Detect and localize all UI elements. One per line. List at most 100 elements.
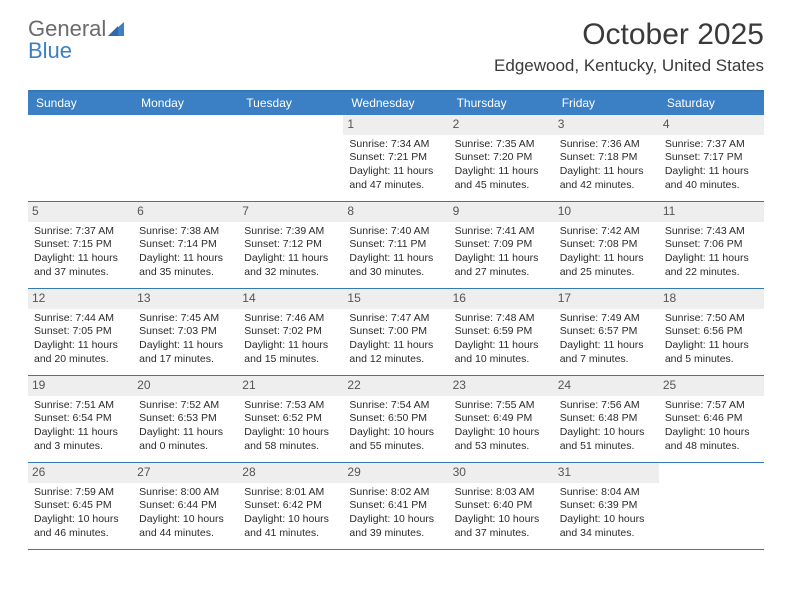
day-header: Tuesday bbox=[238, 92, 343, 115]
day-number: 14 bbox=[238, 289, 343, 309]
sunset-text: Sunset: 7:17 PM bbox=[665, 151, 758, 165]
daylight-text: Daylight: 11 hours and 22 minutes. bbox=[665, 252, 758, 279]
sunset-text: Sunset: 6:45 PM bbox=[34, 499, 127, 513]
day-number: 5 bbox=[28, 202, 133, 222]
sunrise-text: Sunrise: 7:42 AM bbox=[560, 225, 653, 239]
sunset-text: Sunset: 6:53 PM bbox=[139, 412, 232, 426]
sunset-text: Sunset: 6:54 PM bbox=[34, 412, 127, 426]
sunrise-text: Sunrise: 7:40 AM bbox=[349, 225, 442, 239]
day-number bbox=[133, 115, 238, 135]
daylight-text: Daylight: 11 hours and 25 minutes. bbox=[560, 252, 653, 279]
day-cell: 14Sunrise: 7:46 AMSunset: 7:02 PMDayligh… bbox=[238, 289, 343, 375]
daylight-text: Daylight: 11 hours and 12 minutes. bbox=[349, 339, 442, 366]
day-cell: 7Sunrise: 7:39 AMSunset: 7:12 PMDaylight… bbox=[238, 202, 343, 288]
day-number: 28 bbox=[238, 463, 343, 483]
daylight-text: Daylight: 11 hours and 5 minutes. bbox=[665, 339, 758, 366]
daylight-text: Daylight: 11 hours and 40 minutes. bbox=[665, 165, 758, 192]
daylight-text: Daylight: 10 hours and 34 minutes. bbox=[560, 513, 653, 540]
calendar: SundayMondayTuesdayWednesdayThursdayFrid… bbox=[28, 90, 764, 550]
sunrise-text: Sunrise: 7:54 AM bbox=[349, 399, 442, 413]
daylight-text: Daylight: 11 hours and 47 minutes. bbox=[349, 165, 442, 192]
sunset-text: Sunset: 6:49 PM bbox=[455, 412, 548, 426]
location: Edgewood, Kentucky, United States bbox=[494, 56, 764, 76]
daylight-text: Daylight: 11 hours and 3 minutes. bbox=[34, 426, 127, 453]
logo-sail-icon bbox=[108, 18, 128, 40]
day-cell: 10Sunrise: 7:42 AMSunset: 7:08 PMDayligh… bbox=[554, 202, 659, 288]
sunset-text: Sunset: 7:15 PM bbox=[34, 238, 127, 252]
day-number: 27 bbox=[133, 463, 238, 483]
daylight-text: Daylight: 11 hours and 27 minutes. bbox=[455, 252, 548, 279]
day-cell: 13Sunrise: 7:45 AMSunset: 7:03 PMDayligh… bbox=[133, 289, 238, 375]
logo-text-blue: Blue bbox=[28, 38, 72, 63]
day-number: 21 bbox=[238, 376, 343, 396]
sunrise-text: Sunrise: 7:56 AM bbox=[560, 399, 653, 413]
day-header: Thursday bbox=[449, 92, 554, 115]
daylight-text: Daylight: 10 hours and 41 minutes. bbox=[244, 513, 337, 540]
day-number: 6 bbox=[133, 202, 238, 222]
day-cell: 6Sunrise: 7:38 AMSunset: 7:14 PMDaylight… bbox=[133, 202, 238, 288]
day-number: 23 bbox=[449, 376, 554, 396]
daylight-text: Daylight: 10 hours and 39 minutes. bbox=[349, 513, 442, 540]
sunrise-text: Sunrise: 7:36 AM bbox=[560, 138, 653, 152]
sunset-text: Sunset: 6:46 PM bbox=[665, 412, 758, 426]
sunrise-text: Sunrise: 7:46 AM bbox=[244, 312, 337, 326]
sunset-text: Sunset: 6:44 PM bbox=[139, 499, 232, 513]
daylight-text: Daylight: 11 hours and 32 minutes. bbox=[244, 252, 337, 279]
sunset-text: Sunset: 7:03 PM bbox=[139, 325, 232, 339]
title-block: October 2025 Edgewood, Kentucky, United … bbox=[494, 18, 764, 76]
day-cell bbox=[238, 115, 343, 201]
sunrise-text: Sunrise: 7:52 AM bbox=[139, 399, 232, 413]
daylight-text: Daylight: 11 hours and 30 minutes. bbox=[349, 252, 442, 279]
day-cell: 21Sunrise: 7:53 AMSunset: 6:52 PMDayligh… bbox=[238, 376, 343, 462]
sunrise-text: Sunrise: 7:47 AM bbox=[349, 312, 442, 326]
day-cell: 4Sunrise: 7:37 AMSunset: 7:17 PMDaylight… bbox=[659, 115, 764, 201]
daylight-text: Daylight: 10 hours and 55 minutes. bbox=[349, 426, 442, 453]
sunset-text: Sunset: 7:14 PM bbox=[139, 238, 232, 252]
sunrise-text: Sunrise: 7:41 AM bbox=[455, 225, 548, 239]
day-cell: 26Sunrise: 7:59 AMSunset: 6:45 PMDayligh… bbox=[28, 463, 133, 549]
sunrise-text: Sunrise: 8:04 AM bbox=[560, 486, 653, 500]
sunrise-text: Sunrise: 7:43 AM bbox=[665, 225, 758, 239]
daylight-text: Daylight: 10 hours and 58 minutes. bbox=[244, 426, 337, 453]
day-cell: 11Sunrise: 7:43 AMSunset: 7:06 PMDayligh… bbox=[659, 202, 764, 288]
day-cell: 5Sunrise: 7:37 AMSunset: 7:15 PMDaylight… bbox=[28, 202, 133, 288]
day-number: 24 bbox=[554, 376, 659, 396]
sunrise-text: Sunrise: 7:50 AM bbox=[665, 312, 758, 326]
sunrise-text: Sunrise: 7:59 AM bbox=[34, 486, 127, 500]
daylight-text: Daylight: 10 hours and 48 minutes. bbox=[665, 426, 758, 453]
daylight-text: Daylight: 11 hours and 35 minutes. bbox=[139, 252, 232, 279]
day-cell bbox=[659, 463, 764, 549]
sunrise-text: Sunrise: 7:51 AM bbox=[34, 399, 127, 413]
day-number: 25 bbox=[659, 376, 764, 396]
day-cell: 30Sunrise: 8:03 AMSunset: 6:40 PMDayligh… bbox=[449, 463, 554, 549]
daylight-text: Daylight: 11 hours and 37 minutes. bbox=[34, 252, 127, 279]
weeks-container: 1Sunrise: 7:34 AMSunset: 7:21 PMDaylight… bbox=[28, 115, 764, 550]
day-cell: 28Sunrise: 8:01 AMSunset: 6:42 PMDayligh… bbox=[238, 463, 343, 549]
day-number: 31 bbox=[554, 463, 659, 483]
sunrise-text: Sunrise: 7:53 AM bbox=[244, 399, 337, 413]
day-cell: 17Sunrise: 7:49 AMSunset: 6:57 PMDayligh… bbox=[554, 289, 659, 375]
daylight-text: Daylight: 11 hours and 0 minutes. bbox=[139, 426, 232, 453]
day-header: Saturday bbox=[659, 92, 764, 115]
day-number: 18 bbox=[659, 289, 764, 309]
day-header: Monday bbox=[133, 92, 238, 115]
week-row: 1Sunrise: 7:34 AMSunset: 7:21 PMDaylight… bbox=[28, 115, 764, 202]
day-number bbox=[238, 115, 343, 135]
sunset-text: Sunset: 6:57 PM bbox=[560, 325, 653, 339]
week-row: 26Sunrise: 7:59 AMSunset: 6:45 PMDayligh… bbox=[28, 463, 764, 550]
daylight-text: Daylight: 10 hours and 51 minutes. bbox=[560, 426, 653, 453]
day-number: 30 bbox=[449, 463, 554, 483]
sunset-text: Sunset: 6:40 PM bbox=[455, 499, 548, 513]
sunrise-text: Sunrise: 7:48 AM bbox=[455, 312, 548, 326]
day-number: 19 bbox=[28, 376, 133, 396]
day-cell: 8Sunrise: 7:40 AMSunset: 7:11 PMDaylight… bbox=[343, 202, 448, 288]
day-header: Sunday bbox=[28, 92, 133, 115]
day-cell: 9Sunrise: 7:41 AMSunset: 7:09 PMDaylight… bbox=[449, 202, 554, 288]
day-number: 2 bbox=[449, 115, 554, 135]
day-cell: 31Sunrise: 8:04 AMSunset: 6:39 PMDayligh… bbox=[554, 463, 659, 549]
daylight-text: Daylight: 10 hours and 37 minutes. bbox=[455, 513, 548, 540]
day-cell: 20Sunrise: 7:52 AMSunset: 6:53 PMDayligh… bbox=[133, 376, 238, 462]
sunset-text: Sunset: 7:05 PM bbox=[34, 325, 127, 339]
day-cell: 18Sunrise: 7:50 AMSunset: 6:56 PMDayligh… bbox=[659, 289, 764, 375]
day-cell: 12Sunrise: 7:44 AMSunset: 7:05 PMDayligh… bbox=[28, 289, 133, 375]
